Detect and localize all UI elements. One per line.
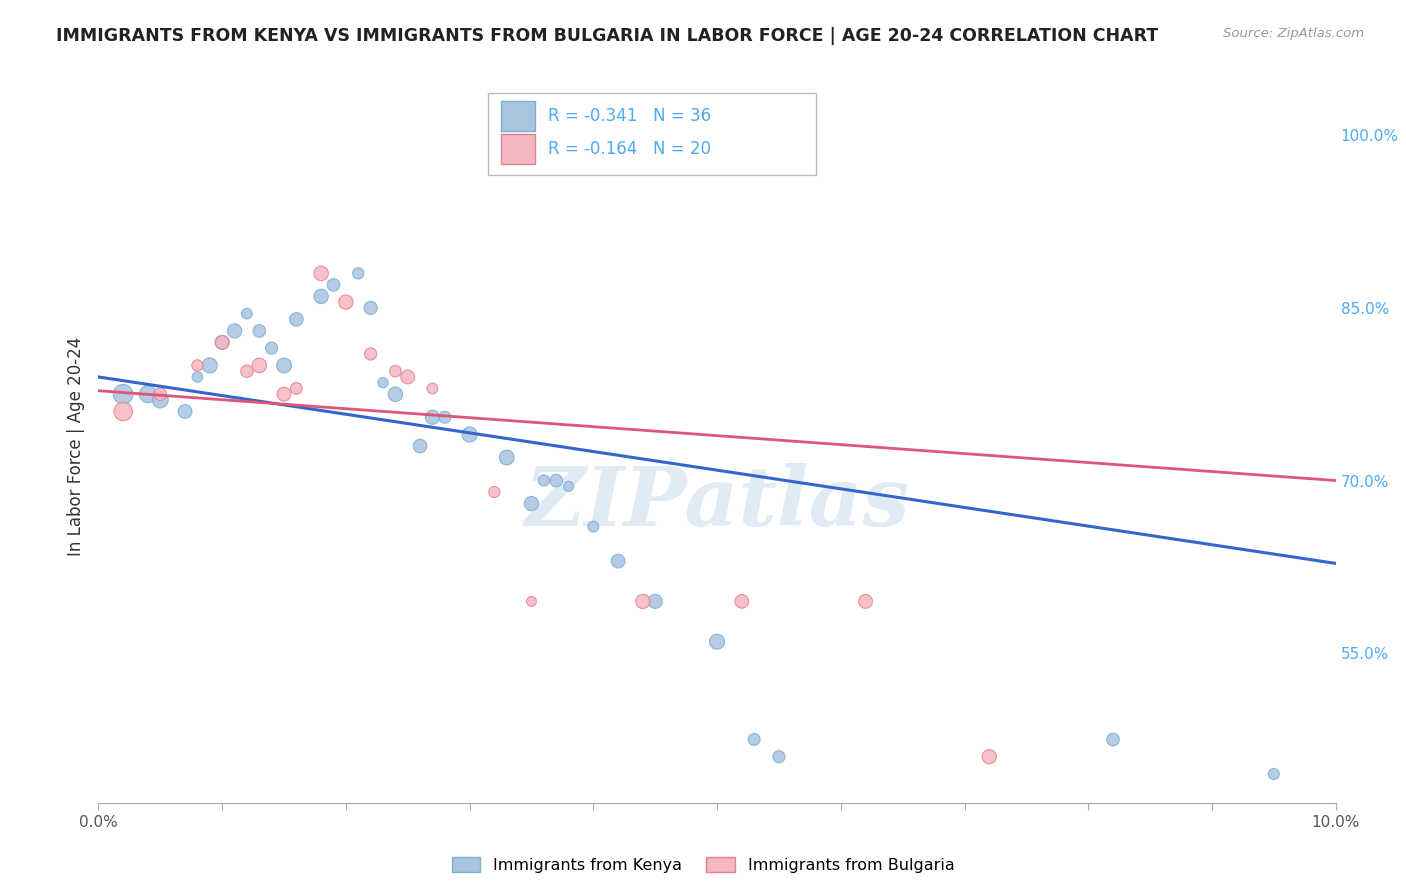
Point [335,295,357,310]
Point [768,749,790,764]
Point [211,335,233,350]
Point [174,404,197,418]
Point [582,519,605,533]
Point [396,370,419,384]
Point [731,594,754,608]
Point [236,364,259,378]
Point [495,450,517,465]
Point [433,410,456,425]
Point [247,359,270,373]
Point [1263,767,1285,781]
Point [360,301,382,315]
Point [533,474,555,488]
Point [546,474,568,488]
Point [855,594,877,608]
Point [706,634,728,648]
Point [198,359,221,373]
Point [384,387,406,401]
Point [458,427,481,442]
Point [520,497,543,511]
Point [224,324,246,338]
Point [644,594,666,608]
Point [236,307,259,321]
Y-axis label: In Labor Force | Age 20-24: In Labor Force | Age 20-24 [66,336,84,556]
Point [1102,732,1125,747]
Point [260,341,283,355]
Legend: Immigrants from Kenya, Immigrants from Bulgaria: Immigrants from Kenya, Immigrants from B… [446,851,960,880]
Bar [501,134,536,164]
Point [484,485,506,500]
Point [247,324,270,338]
Point [322,277,344,292]
Point [149,392,172,407]
Point [557,479,579,493]
Point [186,359,208,373]
Text: Source: ZipAtlas.com: Source: ZipAtlas.com [1223,27,1364,40]
Point [309,266,332,280]
Point [285,312,308,326]
Point [742,732,765,747]
Point [607,554,630,568]
Point [186,370,208,384]
Point [285,381,308,395]
Text: R = -0.164   N = 20: R = -0.164 N = 20 [547,140,710,158]
Point [371,376,394,390]
Point [347,266,370,280]
Bar [501,101,536,130]
Point [422,381,444,395]
Point [520,594,543,608]
Point [136,387,159,401]
Point [211,335,233,350]
Point [979,749,1001,764]
Point [112,404,135,418]
Text: R = -0.341   N = 36: R = -0.341 N = 36 [547,107,710,125]
Point [149,387,172,401]
Text: IMMIGRANTS FROM KENYA VS IMMIGRANTS FROM BULGARIA IN LABOR FORCE | AGE 20-24 COR: IMMIGRANTS FROM KENYA VS IMMIGRANTS FROM… [56,27,1159,45]
Point [360,347,382,361]
Point [409,439,432,453]
Point [112,387,135,401]
Point [309,289,332,303]
Point [422,410,444,425]
Text: ZIPatlas: ZIPatlas [524,463,910,543]
Point [273,387,295,401]
Point [273,359,295,373]
Point [384,364,406,378]
FancyBboxPatch shape [488,93,815,175]
Point [631,594,654,608]
